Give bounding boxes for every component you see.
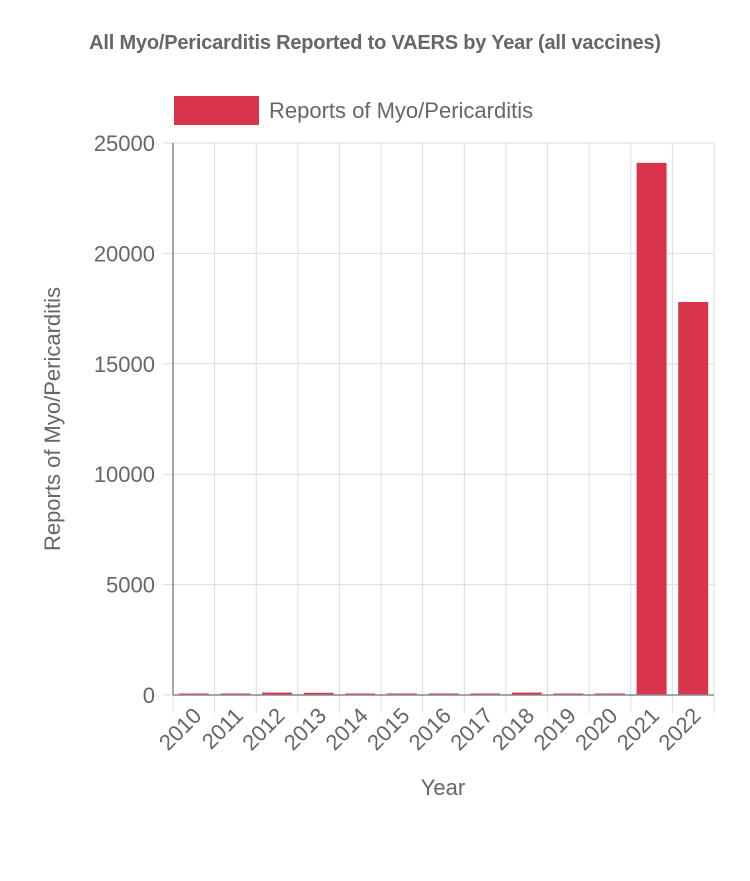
- x-tick-label: 2010: [154, 703, 206, 755]
- x-tick-label: 2017: [445, 703, 497, 755]
- x-tick-label: 2014: [321, 703, 373, 755]
- y-axis-title: Reports of Myo/Pericarditis: [40, 287, 65, 551]
- bar-2018[interactable]: [511, 692, 542, 695]
- x-tick-label: 2015: [362, 703, 414, 755]
- x-tick-label: 2012: [237, 703, 289, 755]
- y-tick-labels: 0 5000 10000 15000 20000 25000: [94, 131, 155, 708]
- chart-title: All Myo/Pericarditis Reported to VAERS b…: [89, 32, 661, 54]
- grid: [163, 142, 715, 713]
- bar-2012[interactable]: [262, 692, 293, 695]
- y-tick-label: 10000: [94, 462, 155, 487]
- legend-swatch: [174, 96, 259, 125]
- legend-label: Reports of Myo/Pericarditis: [269, 98, 533, 123]
- x-tick-label: 2016: [404, 703, 456, 755]
- bar-2013[interactable]: [303, 692, 334, 695]
- legend[interactable]: Reports of Myo/Pericarditis: [174, 96, 533, 125]
- bar-2022[interactable]: [678, 301, 709, 695]
- bars: [178, 162, 709, 695]
- x-tick-labels: 2010201120122013201420152016201720182019…: [154, 703, 706, 755]
- x-tick-label: 2013: [279, 703, 331, 755]
- x-tick-label: 2021: [612, 703, 664, 755]
- x-tick-label: 2022: [653, 703, 705, 755]
- y-tick-label: 0: [143, 683, 155, 708]
- x-tick-label: 2018: [487, 703, 539, 755]
- x-axis-title: Year: [421, 775, 465, 800]
- bar-2021[interactable]: [636, 162, 667, 695]
- x-tick-label: 2019: [529, 703, 581, 755]
- x-tick-label: 2020: [570, 703, 622, 755]
- axes: [172, 143, 714, 696]
- x-tick-label: 2011: [197, 703, 248, 754]
- y-tick-label: 20000: [94, 241, 155, 266]
- y-tick-label: 25000: [94, 131, 155, 156]
- y-tick-label: 15000: [94, 352, 155, 377]
- y-tick-label: 5000: [106, 573, 155, 598]
